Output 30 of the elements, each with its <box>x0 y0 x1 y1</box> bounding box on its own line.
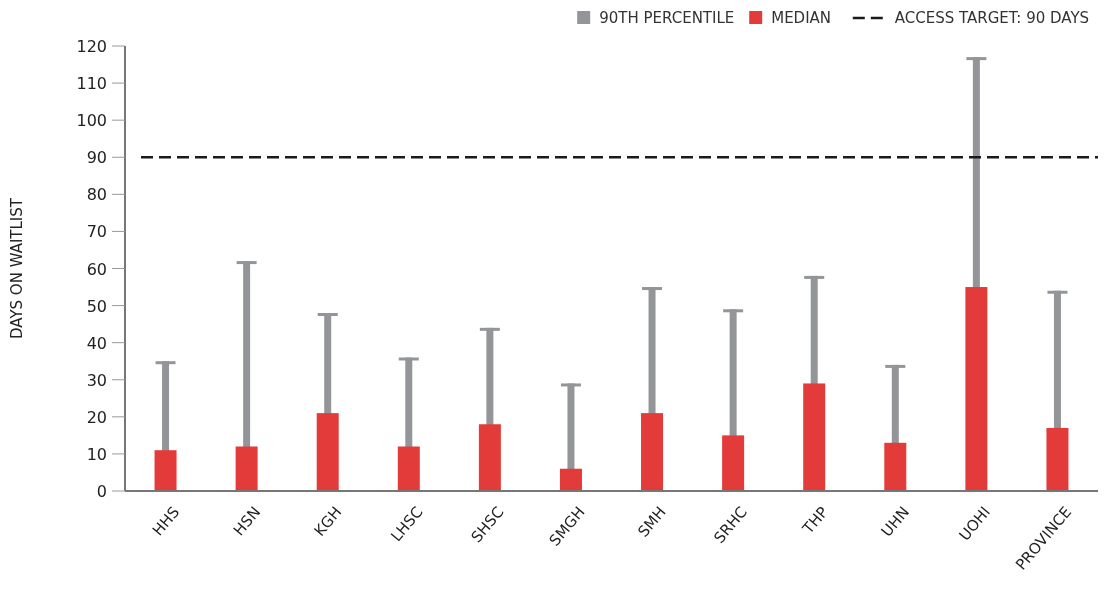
y-tick-label: 0 <box>96 482 107 501</box>
x-tick-label: THP <box>798 503 832 539</box>
y-axis-title: DAYS ON WAITLIST <box>8 197 26 339</box>
y-tick-label: 50 <box>86 296 107 316</box>
bar <box>884 442 907 491</box>
y-tick-label: 60 <box>86 259 107 279</box>
legend-label: ACCESS TARGET: 90 DAYS <box>894 9 1090 27</box>
y-tick-label: 30 <box>86 370 107 390</box>
bar <box>154 450 177 491</box>
y-tick-label: 70 <box>86 222 107 242</box>
y-tick-label: 40 <box>86 333 107 353</box>
legend-label: MEDIAN <box>771 9 832 27</box>
bar <box>965 287 988 491</box>
y-tick-label: 10 <box>86 444 107 464</box>
bar <box>397 446 420 491</box>
bar <box>803 383 826 491</box>
y-tick-label: 90 <box>86 148 107 168</box>
bar <box>641 413 664 491</box>
y-tick-label: 100 <box>76 111 107 131</box>
bar <box>316 413 339 491</box>
bar <box>722 435 745 491</box>
y-tick-label: 20 <box>86 407 107 427</box>
bar <box>235 446 258 491</box>
bar <box>478 424 501 491</box>
bar <box>559 468 582 491</box>
y-tick-label: 110 <box>76 74 107 94</box>
bar <box>1046 427 1069 491</box>
legend-label: 90TH PERCENTILE <box>599 9 735 27</box>
y-tick-label: 80 <box>86 185 107 205</box>
y-tick-label: 120 <box>76 37 107 56</box>
